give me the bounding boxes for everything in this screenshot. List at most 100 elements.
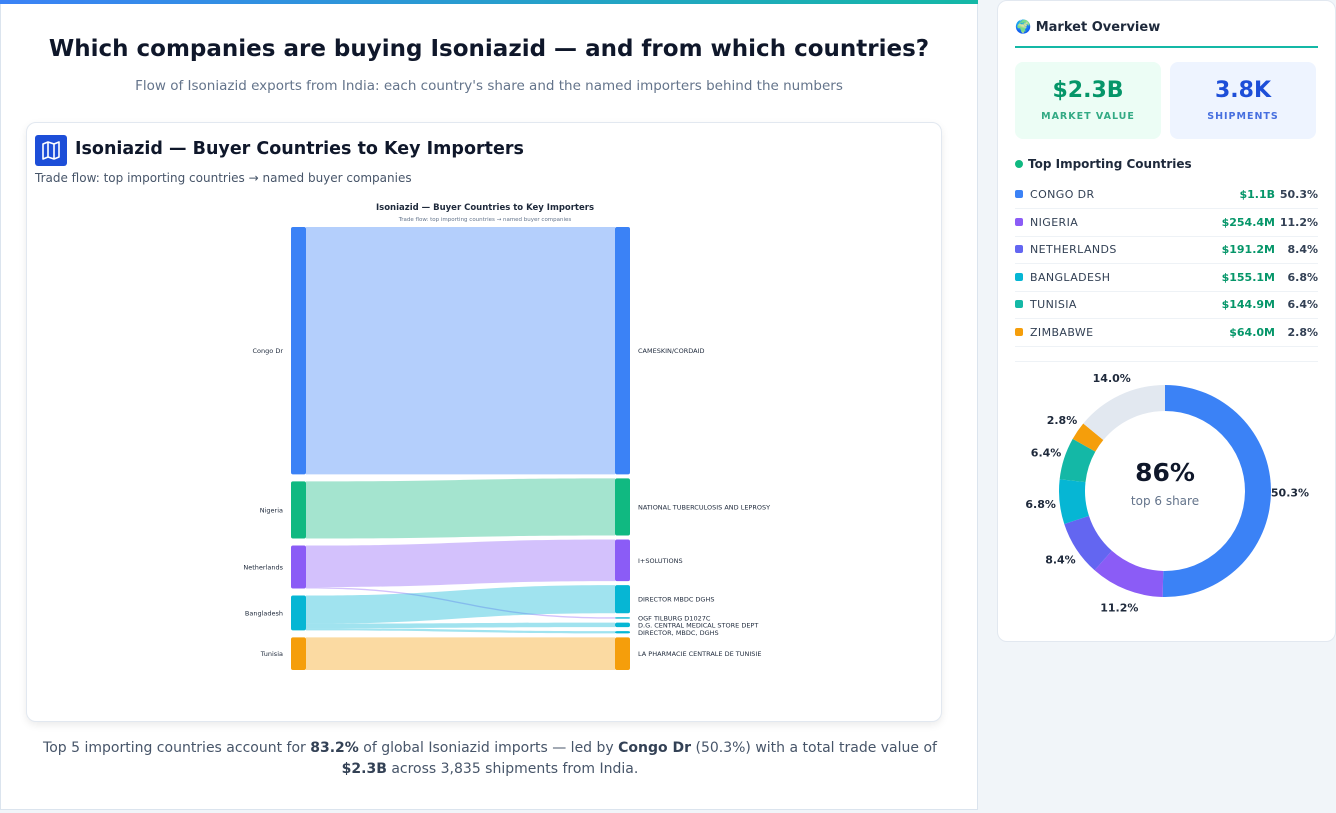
color-swatch — [1015, 245, 1023, 253]
color-swatch — [1015, 190, 1023, 198]
country-value: $1.1B — [1239, 188, 1275, 201]
sankey-link — [306, 585, 615, 624]
target-node — [615, 227, 630, 475]
slice-label: 6.8% — [1025, 498, 1056, 511]
donut-slice — [1059, 438, 1096, 483]
summary-segment: across 3,835 shipments from India. — [386, 761, 639, 777]
kpi-card: 3.8K SHIPMENTS — [1170, 62, 1316, 139]
target-node — [615, 585, 630, 614]
country-value: $191.2M — [1221, 243, 1275, 256]
donut-slice — [1059, 479, 1089, 524]
color-swatch — [1015, 272, 1023, 281]
sidebar-title: 🌍 Market Overview — [1015, 20, 1160, 35]
divider — [1015, 361, 1318, 362]
donut-chart: 50.3% 11.2% 8.4% 6.8% 6.4% 2.8% 14.0% 86% top 6 … — [1025, 372, 1309, 614]
color-swatch — [1015, 300, 1023, 308]
country-share: 2.8% — [1287, 325, 1318, 339]
globe-icon: 🌍 — [1015, 20, 1032, 35]
target-node — [615, 617, 630, 619]
icon-graphic — [42, 141, 60, 160]
donut-slice — [1094, 550, 1164, 597]
summary-segment: Congo Dr — [618, 740, 692, 756]
country-share: 6.8% — [1287, 270, 1318, 284]
country-row: BANGLADESH $155.1M 6.8% — [1015, 264, 1318, 292]
country-share: 8.4% — [1287, 243, 1318, 256]
country-row: CONGO DR $1.1B 50.3% — [1015, 181, 1318, 209]
target-node — [615, 637, 630, 670]
slice-label: 50.3% — [1271, 486, 1309, 499]
kpi-label: MARKET VALUE — [1041, 111, 1135, 122]
source-node — [291, 481, 306, 539]
donut-slice — [1072, 423, 1104, 452]
country-row: NETHERLANDS $191.2M 8.4% — [1015, 236, 1318, 264]
page-subtitle: Flow of Isoniazid exports from India: ea… — [135, 78, 843, 94]
source-label: Tunisia — [260, 650, 283, 658]
kpi-value: 3.8K — [1214, 78, 1272, 103]
sankey-link — [306, 587, 615, 619]
source-label: Congo Dr — [253, 347, 284, 355]
accent-bar — [0, 0, 978, 4]
target-node — [615, 631, 630, 634]
map-icon — [35, 135, 67, 166]
sankey-chart: Isoniazid — Buyer Countries to Key Impor… — [243, 203, 770, 670]
country-name: TUNISIA — [1030, 298, 1077, 311]
country-share: 6.4% — [1287, 298, 1318, 311]
kpi-value: $2.3B — [1052, 78, 1124, 103]
country-share: 50.3% — [1279, 188, 1318, 201]
center-value: 86% — [1135, 458, 1195, 487]
source-node — [291, 545, 306, 589]
card-subtitle: Trade flow: top importing countries → na… — [35, 171, 412, 185]
slice-label: 14.0% — [1093, 372, 1131, 385]
source-node — [291, 595, 306, 631]
country-value: $144.9M — [1221, 298, 1275, 311]
target-label: I+SOLUTIONS — [638, 557, 683, 565]
target-node — [615, 478, 630, 536]
summary-segment: Top 5 importing countries account for — [43, 740, 311, 756]
slice-label: 8.4% — [1045, 554, 1076, 567]
summary-text: Top 5 importing countries account for 83… — [30, 738, 950, 780]
source-node — [291, 227, 306, 475]
page-title: Which companies are buying Isoniazid — a… — [48, 36, 930, 62]
kpi-label: SHIPMENTS — [1207, 111, 1279, 122]
country-row: TUNISIA $144.9M 6.4% — [1015, 291, 1318, 319]
country-name: NETHERLANDS — [1030, 243, 1117, 256]
slice-label: 6.4% — [1031, 447, 1062, 460]
slice-label: 2.8% — [1047, 414, 1078, 427]
target-label: OGF TILBURG D1027C — [638, 614, 711, 622]
card-title: Isoniazid — Buyer Countries to Key Impor… — [75, 139, 524, 159]
country-value: $64.0M — [1229, 325, 1275, 339]
sankey-title: Isoniazid — Buyer Countries to Key Impor… — [376, 203, 594, 213]
center-text: top 6 share — [1131, 494, 1199, 508]
summary-segment: of global Isoniazid imports — led by — [358, 740, 619, 756]
source-label: Bangladesh — [245, 609, 283, 617]
summary-segment: $2.3B — [341, 761, 387, 777]
donut-slice — [1083, 385, 1165, 441]
sidebar-title-text: Market Overview — [1035, 20, 1161, 35]
color-swatch — [1015, 217, 1023, 226]
target-label: LA PHARMACIE CENTRALE DE TUNISIE — [638, 650, 761, 658]
source-label: Nigeria — [260, 506, 283, 514]
country-share: 11.2% — [1279, 215, 1318, 229]
target-node — [615, 539, 630, 582]
kpi-card: $2.3B MARKET VALUE — [1015, 62, 1161, 139]
sidebar: 🌍 Market Overview Top Importing Countrie… — [997, 0, 1336, 642]
sankey-link — [306, 637, 615, 670]
source-label: Netherlands — [243, 564, 283, 572]
country-value: $254.4M — [1221, 215, 1275, 229]
sankey-link — [306, 478, 615, 539]
country-name: BANGLADESH — [1030, 270, 1111, 284]
divider — [1015, 46, 1318, 48]
sankey-link — [306, 628, 615, 634]
target-label: DIRECTOR MBDC DGHS — [638, 596, 715, 604]
target-label: NATIONAL TUBERCULOSIS AND LEPROSY — [638, 503, 770, 511]
donut-slice — [1064, 515, 1112, 571]
dot — [1015, 160, 1023, 168]
target-label: D.G. CENTRAL MEDICAL STORE DEPT — [638, 621, 758, 629]
list-title-text: Top Importing Countries — [1028, 157, 1192, 171]
country-value: $155.1M — [1221, 270, 1275, 284]
sankey-subtitle: Trade flow: top importing countries → na… — [398, 217, 572, 223]
donut-slice — [1162, 385, 1271, 597]
target-label: DIRECTOR, MBDC, DGHS — [638, 629, 719, 637]
sankey-link — [306, 227, 615, 475]
